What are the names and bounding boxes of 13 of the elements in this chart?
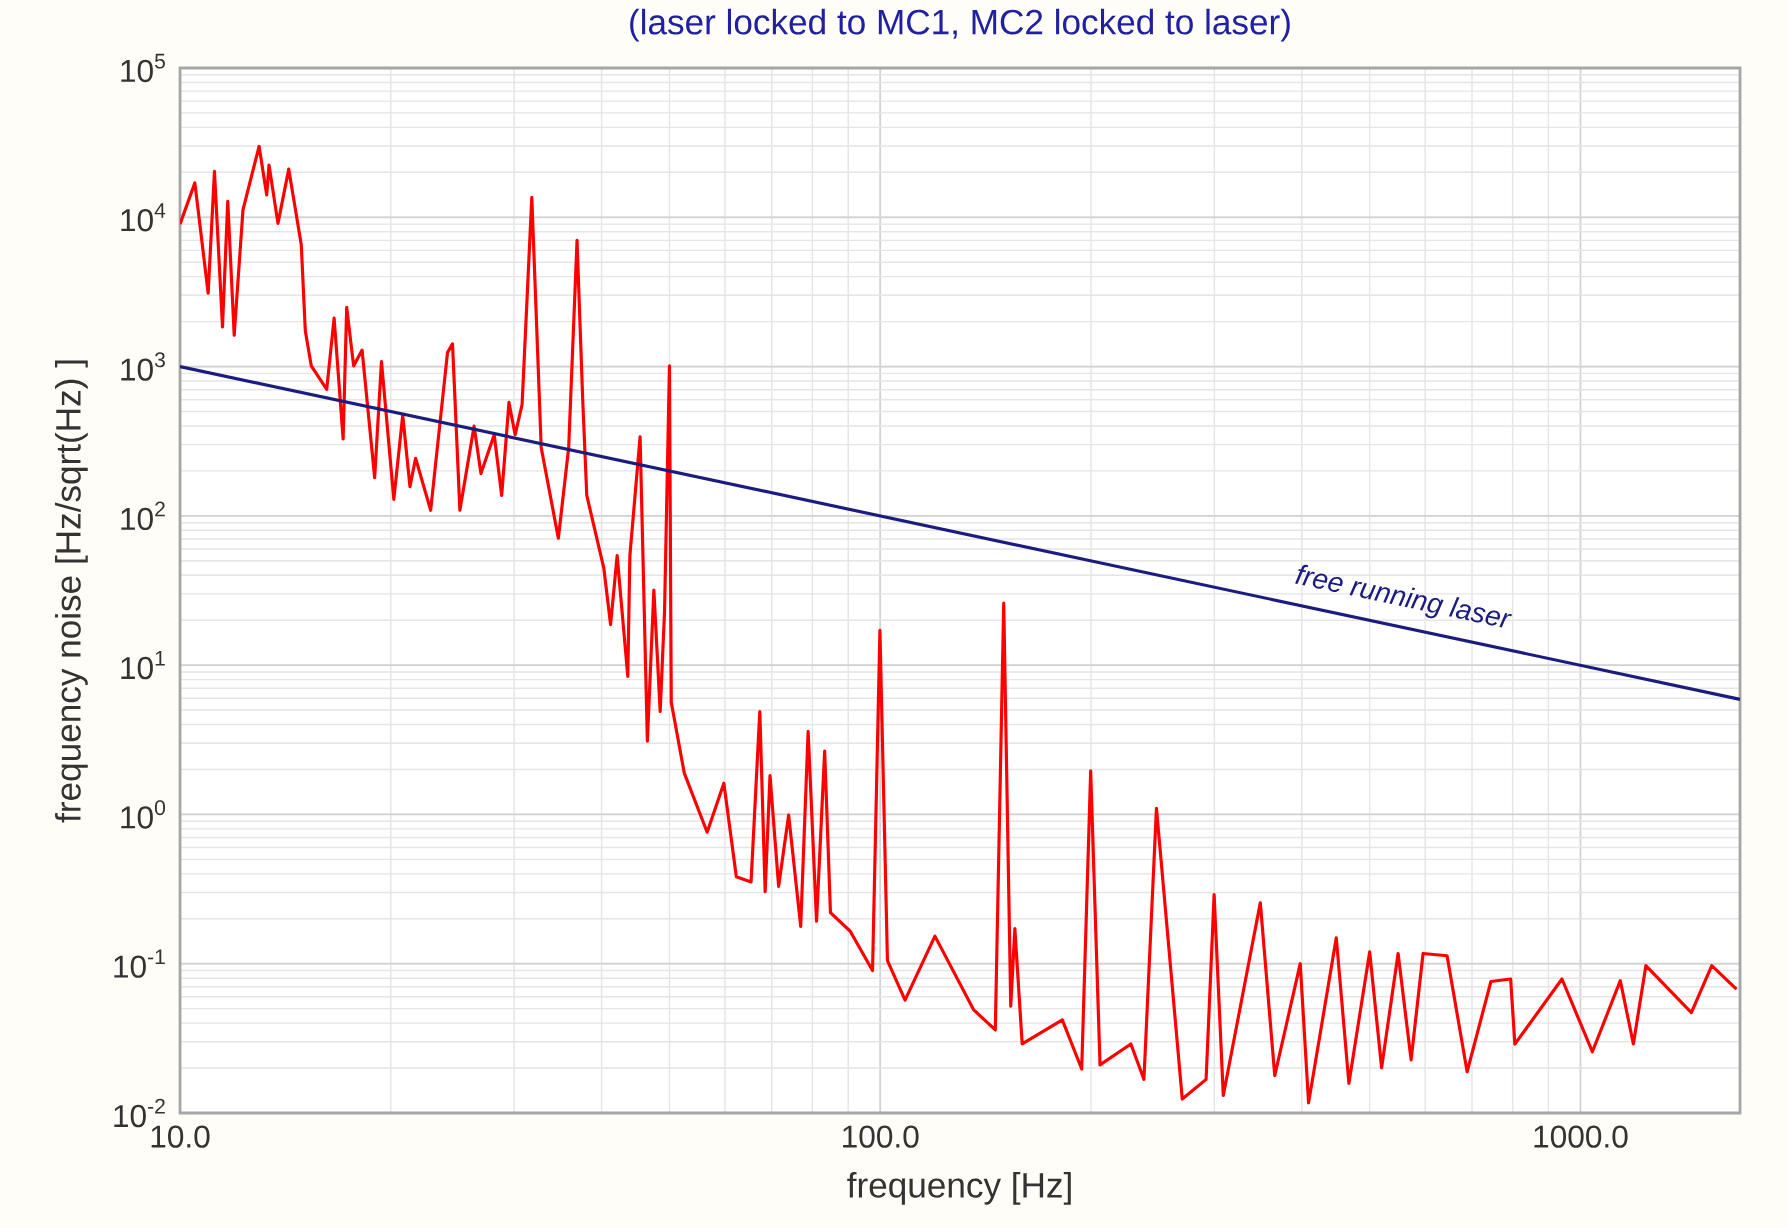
chart-title: (laser locked to MC1, MC2 locked to laser)	[630, 8, 1290, 42]
y-tick-label: 10$^{1}$	[121, 651, 165, 680]
x-tick-label: 1000.0	[1534, 1125, 1628, 1148]
x-tick-label: 100.0	[843, 1125, 919, 1148]
y-tick-label: 10$^{4}$	[121, 203, 166, 232]
y-tick-label: 10$^{2}$	[121, 501, 165, 531]
y-axis-title: frequency noise [Hz/sqrt(Hz) ]	[55, 360, 88, 823]
y-tick-label: 10$^{-1}$	[114, 949, 165, 978]
x-axis-title: frequency [Hz]	[847, 1171, 1071, 1205]
y-tick-label: 10$^{5}$	[121, 53, 165, 83]
y-tick-label: 10$^{3}$	[121, 352, 165, 381]
y-tick-label: 10$^{0}$	[121, 800, 166, 829]
text: free running laser	[1295, 564, 1513, 628]
